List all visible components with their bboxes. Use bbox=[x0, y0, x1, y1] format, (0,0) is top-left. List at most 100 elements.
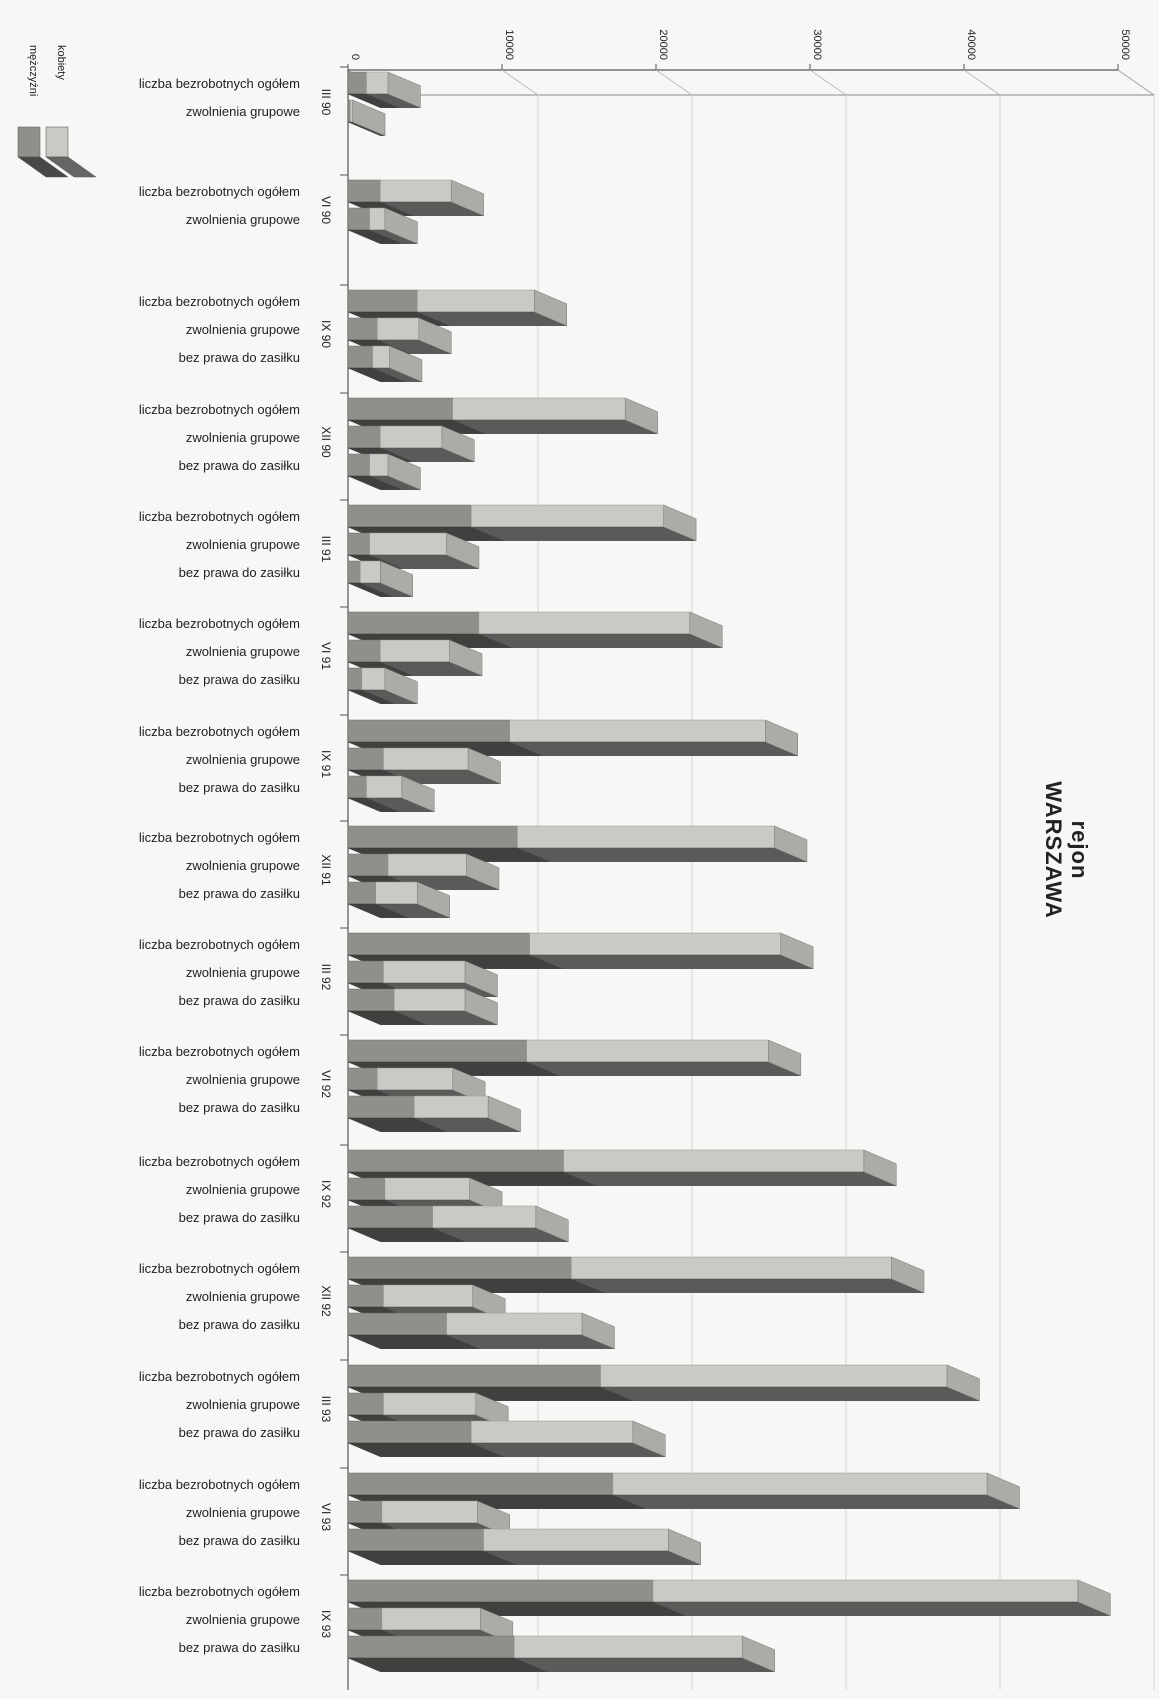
bar-segment bbox=[347, 1528, 484, 1552]
value-tick-label: 10000 bbox=[503, 29, 515, 60]
bar-segment bbox=[347, 719, 510, 743]
period-label: III 92 bbox=[319, 964, 333, 991]
bar-end-cap bbox=[741, 1635, 775, 1673]
bar-segment bbox=[347, 397, 453, 421]
legend-swatch bbox=[45, 126, 69, 158]
category-label: bez prawa do zasiłku bbox=[179, 780, 300, 795]
bar-segment bbox=[383, 1284, 473, 1308]
bar-segment bbox=[347, 425, 381, 449]
bar-segment bbox=[383, 747, 469, 771]
legend-swatch-depth bbox=[17, 156, 69, 178]
bar-segment bbox=[347, 1312, 447, 1336]
category-label: zwolnienia grupowe bbox=[186, 858, 300, 873]
value-gridlines bbox=[501, 69, 1155, 1690]
bar-segment-depth bbox=[529, 954, 814, 969]
category-label: liczba bezrobotnych ogółem bbox=[139, 402, 300, 417]
legend-label: kobiety bbox=[55, 45, 67, 80]
bar-segment bbox=[347, 960, 384, 984]
bar-segment bbox=[360, 560, 381, 584]
category-label: bez prawa do zasiłku bbox=[179, 350, 300, 365]
category-label: bez prawa do zasiłku bbox=[179, 1425, 300, 1440]
bar-segment bbox=[347, 71, 367, 95]
bar-segment-depth bbox=[517, 847, 808, 862]
bar-segment bbox=[347, 207, 370, 231]
bar-segment-depth bbox=[478, 633, 723, 648]
category-label: liczba bezrobotnych ogółem bbox=[139, 1477, 300, 1492]
category-label: liczba bezrobotnych ogółem bbox=[139, 724, 300, 739]
value-tick-label: 20000 bbox=[657, 29, 669, 60]
category-label: zwolnienia grupowe bbox=[186, 1289, 300, 1304]
bar-segment bbox=[347, 1392, 384, 1416]
bar-segment-depth bbox=[471, 526, 697, 541]
bar-segment bbox=[369, 532, 447, 556]
bar-segment bbox=[347, 1500, 383, 1524]
bar-end-cap bbox=[466, 853, 500, 891]
bar-segment bbox=[377, 317, 420, 341]
period-label: XII 92 bbox=[319, 1285, 333, 1317]
bar-segment bbox=[452, 397, 626, 421]
bar-segment bbox=[347, 1205, 433, 1229]
bar-end-cap bbox=[689, 611, 723, 649]
bar-segment bbox=[347, 453, 370, 477]
bar-end-cap bbox=[632, 1420, 666, 1458]
bar-end-cap bbox=[768, 1039, 802, 1077]
category-label: zwolnienia grupowe bbox=[186, 212, 300, 227]
category-label: zwolnienia grupowe bbox=[186, 1397, 300, 1412]
bar-segment bbox=[375, 881, 418, 905]
category-label: zwolnienia grupowe bbox=[186, 1182, 300, 1197]
value-axis-ticks: 0 10000 20000 30000 40000 50000 bbox=[347, 29, 1131, 70]
bar-segment bbox=[347, 853, 389, 877]
bar-end-cap bbox=[891, 1256, 925, 1294]
bar-segment bbox=[526, 1039, 769, 1063]
legend-label: mężczyźni bbox=[27, 45, 39, 96]
bar-segment bbox=[563, 1149, 865, 1173]
period-label: IX 92 bbox=[319, 1180, 333, 1208]
value-tick-label: 0 bbox=[349, 54, 361, 60]
bar-segment bbox=[347, 932, 530, 956]
category-label: zwolnienia grupowe bbox=[186, 537, 300, 552]
category-label: bez prawa do zasiłku bbox=[179, 993, 300, 1008]
legend-swatch-depth bbox=[45, 156, 97, 178]
category-label: liczba bezrobotnych ogółem bbox=[139, 1154, 300, 1169]
category-label: bez prawa do zasiłku bbox=[179, 1100, 300, 1115]
period-label: III 91 bbox=[319, 536, 333, 563]
category-label: liczba bezrobotnych ogółem bbox=[139, 1584, 300, 1599]
bar-segment-depth bbox=[652, 1601, 1111, 1616]
bar-end-cap bbox=[668, 1528, 701, 1566]
period-label: IX 93 bbox=[319, 1610, 333, 1638]
bar-segment bbox=[347, 179, 381, 203]
bar-segment-depth bbox=[600, 1386, 980, 1401]
period-label: IX 91 bbox=[319, 750, 333, 778]
bar-segment bbox=[413, 1095, 489, 1119]
bar-segment bbox=[509, 719, 766, 743]
bar-end-cap bbox=[1077, 1579, 1111, 1617]
bar-segment bbox=[393, 988, 466, 1012]
bar-segment bbox=[347, 1067, 378, 1091]
bar-segment bbox=[347, 988, 395, 1012]
period-label: VI 92 bbox=[319, 1070, 333, 1098]
period-label: VI 93 bbox=[319, 1503, 333, 1531]
bar-segment bbox=[347, 1039, 527, 1063]
category-label: liczba bezrobotnych ogółem bbox=[139, 294, 300, 309]
bar-segment bbox=[383, 1392, 477, 1416]
bar-segment bbox=[377, 1067, 453, 1091]
bar-end-cap bbox=[384, 667, 418, 705]
category-label: zwolnienia grupowe bbox=[186, 1612, 300, 1627]
bar-end-cap bbox=[387, 453, 421, 491]
bar-segment bbox=[470, 1420, 634, 1444]
bar-segment bbox=[347, 1607, 383, 1631]
bar-end-cap bbox=[624, 397, 658, 435]
bar-end-cap bbox=[352, 99, 386, 137]
bar-segment bbox=[380, 425, 443, 449]
bar-segment bbox=[380, 179, 452, 203]
bar-segment-depth bbox=[526, 1061, 801, 1076]
category-label: bez prawa do zasiłku bbox=[179, 886, 300, 901]
bar-segment bbox=[347, 825, 518, 849]
bar-end-cap bbox=[946, 1364, 980, 1402]
category-label: liczba bezrobotnych ogółem bbox=[139, 184, 300, 199]
gridline-depth bbox=[655, 69, 693, 96]
period-label: VI 90 bbox=[319, 196, 333, 224]
bar-segment bbox=[347, 611, 480, 635]
category-label: liczba bezrobotnych ogółem bbox=[139, 937, 300, 952]
